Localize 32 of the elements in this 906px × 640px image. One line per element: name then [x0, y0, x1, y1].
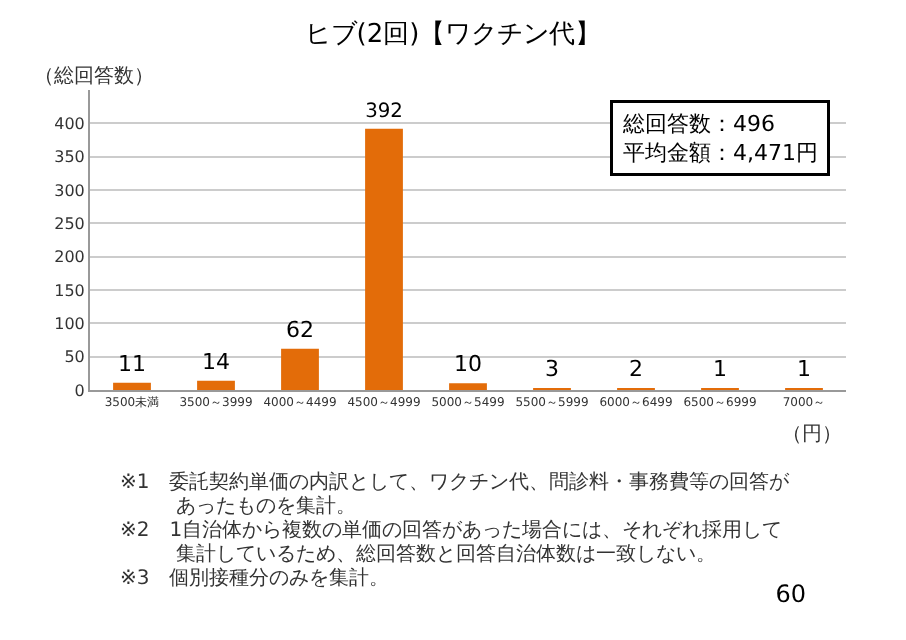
y-tick-label: 50 [64, 348, 85, 367]
bar [197, 380, 235, 390]
annotation: 平均金額：4,471円 [623, 139, 818, 166]
data-label: 14 [202, 348, 230, 375]
y-tick-label: 250 [54, 214, 85, 233]
text: 60 [775, 580, 806, 608]
y-tick-label: 100 [54, 314, 85, 333]
data-label: 62 [286, 316, 314, 343]
chart-title: ヒブ(2回)【ワクチン代】 [304, 19, 602, 50]
bar [113, 382, 151, 390]
text: ※1 委託契約単価の内訳として、ワクチン代、問診料・事務費等の回答があったものを集計。 [120, 472, 792, 519]
y-tick-label: 0 [74, 381, 85, 400]
data-label: 1 [713, 356, 727, 382]
bar [281, 348, 319, 390]
text: ※2 1自治体から複数の単価の回答があった場合には、それぞれ採用して集計しているため、総回答数と回答自治体数は一致しない。 [120, 520, 785, 567]
x-axis-title: （円） [782, 424, 842, 446]
data-label: 10 [454, 351, 482, 378]
data-label: 1 [797, 356, 811, 382]
data-label: 3 [545, 356, 559, 382]
bar [365, 128, 403, 390]
y-tick-label: 350 [54, 148, 85, 167]
y-tick-label: 300 [54, 181, 85, 200]
y-tick-label: 200 [54, 248, 85, 267]
y-tick-label: 400 [54, 114, 85, 133]
data-label: 2 [629, 356, 643, 382]
y-axis-title: （総回答数） [34, 64, 154, 88]
text: ※3 個別接種分のみを集計。 [120, 568, 390, 590]
y-tick-label: 150 [54, 281, 85, 300]
bar [449, 383, 487, 390]
data-label: 11 [118, 350, 146, 377]
data-label: 392 [365, 101, 403, 124]
annotation: 総回答数：496 [621, 111, 775, 137]
